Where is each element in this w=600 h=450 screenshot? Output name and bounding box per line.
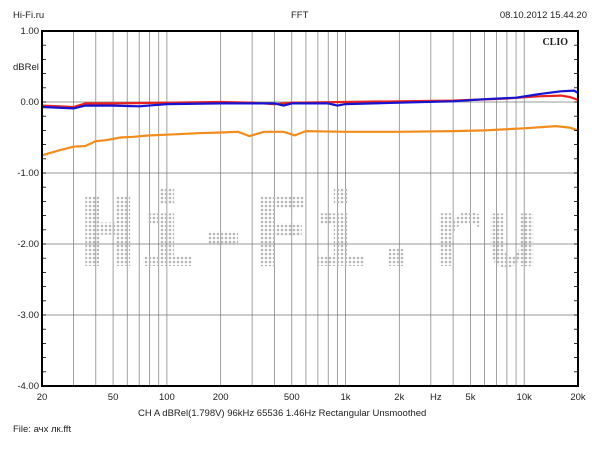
x-tick-label: 1k (341, 392, 351, 403)
measurement-settings: CH A dBRel(1.798V) 96kHz 65536 1.46Hz Re… (138, 408, 427, 419)
x-tick-label: 100 (159, 392, 175, 403)
y-tick-label: 1.00 (21, 26, 40, 37)
plot-frame (41, 30, 579, 387)
watermark: Hi-Fi.ru (79, 177, 541, 289)
x-tick-label: 20 (37, 392, 48, 403)
y-axis-label: dBRel (13, 62, 39, 73)
x-ticks: 20 50 100 200 500 1k 2k 5k 10k 20k Hz (37, 392, 586, 403)
y-tick-label: -3.00 (17, 310, 39, 321)
x-tick-label: 2k (394, 392, 404, 403)
x-tick-label: 5k (465, 392, 475, 403)
y-tick-label: -2.00 (17, 239, 39, 250)
x-tick-label: 500 (284, 392, 300, 403)
series-line-3 (41, 125, 579, 157)
x-tick-label: 10k (517, 392, 533, 403)
y-tick-label: -4.00 (17, 381, 39, 392)
grid (42, 31, 578, 386)
y-tick-label: -1.00 (17, 168, 39, 179)
file-name: File: ачх лк.fft (13, 424, 72, 435)
header-timestamp: 08.10.2012 15.44.20 (499, 10, 587, 21)
clio-logo: CLIO (542, 37, 568, 48)
y-tick-label: 0.00 (21, 97, 40, 108)
x-tick-label: 200 (213, 392, 229, 403)
x-tick-label: 20k (570, 392, 586, 403)
y-ticks: 1.00 0.00 -1.00 -2.00 -3.00 -4.00 (17, 26, 578, 392)
series-group (41, 89, 579, 157)
x-tick-label: Hz (430, 392, 442, 403)
chart-title: FFT (291, 10, 309, 21)
x-tick-label: 50 (108, 392, 119, 403)
header-left: Hi-Fi.ru (13, 10, 45, 21)
series-line-2 (41, 89, 579, 110)
